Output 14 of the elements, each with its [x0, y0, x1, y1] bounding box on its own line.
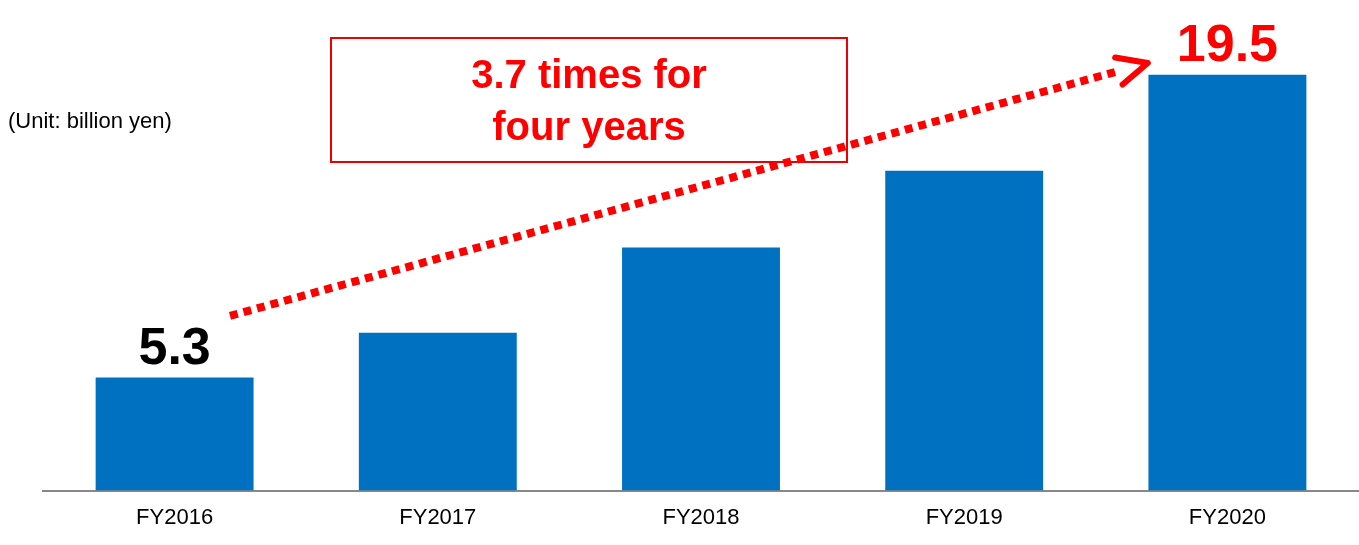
x-tick-label: FY2020	[1188, 503, 1266, 529]
bar	[95, 377, 254, 491]
bar	[885, 170, 1044, 491]
bar	[1148, 74, 1307, 491]
bar	[358, 332, 517, 491]
data-label: 5.3	[138, 316, 211, 375]
annotation: (Unit: billion yen)	[8, 108, 172, 134]
x-tick-label: FY2019	[925, 503, 1003, 529]
annotation: 3.7 times for four years	[470, 51, 708, 150]
bar	[622, 247, 780, 491]
data-label: 19.5	[1176, 14, 1279, 73]
x-tick-label: FY2016	[136, 503, 214, 529]
x-tick-label: FY2018	[662, 503, 740, 529]
x-tick-label: FY2017	[399, 503, 477, 529]
